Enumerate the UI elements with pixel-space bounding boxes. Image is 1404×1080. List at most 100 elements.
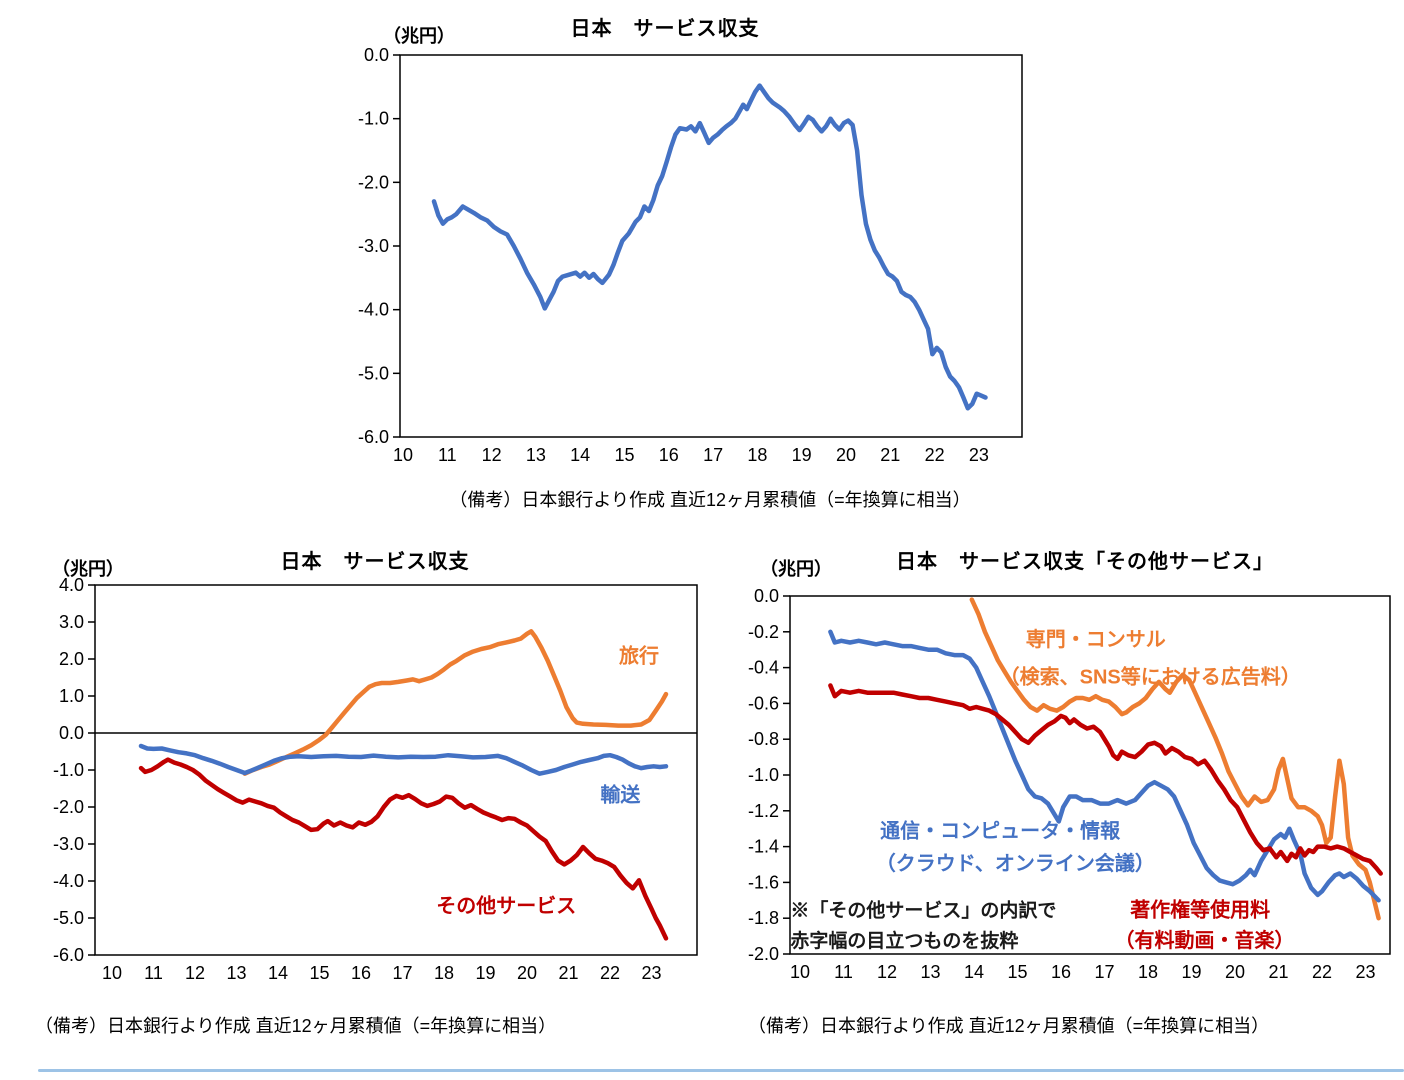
annotation-label: 著作権等使用料	[1130, 897, 1270, 921]
x-tick-label: 13	[226, 963, 246, 983]
series-line-専門・コンサル	[969, 597, 1381, 921]
x-tick-label: 22	[925, 445, 945, 465]
x-tick-label: 12	[482, 445, 502, 465]
y-tick-label: -4.0	[358, 300, 389, 320]
y-tick-label: 0.0	[364, 45, 389, 65]
y-tick-label: -6.0	[358, 427, 389, 447]
x-tick-label: 11	[834, 962, 853, 982]
x-tick-label: 17	[392, 963, 412, 983]
x-tick-label: 14	[268, 963, 288, 983]
y-tick-label: 0.0	[754, 586, 779, 606]
chart-right-footnote: （備考）日本銀行より作成 直近12ヶ月累積値（=年換算に相当）	[748, 1016, 1270, 1036]
y-tick-label: -4.0	[53, 871, 84, 891]
annotation-label: 旅行	[619, 644, 659, 668]
x-tick-label: 15	[1007, 962, 1027, 982]
y-tick-label: -1.6	[748, 872, 779, 892]
x-tick-label: 19	[475, 963, 495, 983]
x-tick-label: 10	[790, 962, 810, 982]
y-tick-label: -1.0	[53, 760, 84, 780]
chart-top-footnote: （備考）日本銀行より作成 直近12ヶ月累積値（=年換算に相当）	[449, 490, 971, 510]
x-tick-label: 18	[747, 445, 767, 465]
chart-left-unit-label: （兆円）	[52, 559, 124, 579]
x-tick-label: 16	[351, 963, 371, 983]
chart-right-unit-label: （兆円）	[760, 559, 832, 579]
x-tick-label: 19	[792, 445, 812, 465]
x-tick-label: 14	[964, 962, 984, 982]
chart-right-title: 日本 サービス収支「その他サービス」	[896, 551, 1274, 573]
y-tick-label: -1.0	[748, 765, 779, 785]
series-line-著作権等使用料	[828, 683, 1383, 876]
y-tick-label: 2.0	[59, 649, 84, 669]
x-tick-label: 21	[558, 963, 578, 983]
x-tick-label: 12	[877, 962, 897, 982]
x-tick-label: 22	[1312, 962, 1332, 982]
y-tick-label: -1.8	[748, 908, 779, 928]
chart-left: 4.0 3.0 2.0 1.0 0.0 -1.0 -2.0 -3.0 -4.0 -5.0 -6.0 1…	[53, 575, 698, 983]
y-tick-label: -2.0	[358, 172, 389, 192]
x-tick-label: 19	[1181, 962, 1201, 982]
y-tick-label: 1.0	[59, 686, 84, 706]
annotation-label: ※「その他サービス」の内訳で	[790, 898, 1056, 921]
chart-left-title: 日本 サービス収支	[280, 551, 470, 573]
x-tick-label: 15	[614, 445, 634, 465]
x-tick-label: 10	[102, 963, 122, 983]
chart-top: 0.0 -1.0 -2.0 -3.0 -4.0 -5.0 -6.010 11 12 13 14 15 1…	[358, 45, 1023, 465]
y-tick-label: -0.8	[748, 729, 779, 749]
y-tick-label: -3.0	[358, 236, 389, 256]
x-tick-label: 14	[570, 445, 590, 465]
x-tick-label: 17	[703, 445, 723, 465]
x-tick-label: 16	[659, 445, 679, 465]
x-tick-label: 20	[836, 445, 856, 465]
annotation-label: 輸送	[600, 782, 641, 806]
y-tick-label: -2.0	[53, 797, 84, 817]
y-tick-label: -2.0	[748, 944, 779, 964]
y-tick-label: 3.0	[59, 612, 84, 632]
y-tick-label: -1.2	[748, 801, 779, 821]
annotation-label: （有料動画・音楽）	[1115, 928, 1295, 952]
y-tick-label: -0.4	[748, 658, 779, 678]
x-tick-label: 17	[1094, 962, 1114, 982]
annotation-label: （クラウド、オンライン会議）	[876, 851, 1155, 875]
chart-top-title: 日本 サービス収支	[570, 18, 760, 40]
annotation-label: 通信・コンピュータ・情報	[880, 819, 1121, 843]
series-line-その他サービス	[138, 757, 669, 941]
x-tick-label: 15	[309, 963, 329, 983]
x-tick-label: 13	[526, 445, 546, 465]
x-tick-label: 20	[517, 963, 537, 983]
y-tick-label: -1.4	[748, 837, 779, 857]
x-tick-label: 10	[393, 445, 413, 465]
x-tick-label: 16	[1051, 962, 1071, 982]
y-tick-label: 4.0	[59, 575, 84, 595]
y-tick-label: -3.0	[53, 834, 84, 854]
y-tick-label: -0.6	[748, 693, 779, 713]
x-tick-label: 23	[969, 445, 989, 465]
series-line-通信・コンピュータ・情報	[828, 629, 1381, 903]
x-tick-label: 23	[641, 963, 661, 983]
y-tick-label: -6.0	[53, 945, 84, 965]
annotation-label: その他サービス	[436, 893, 576, 917]
bottom-divider	[38, 1069, 1404, 1072]
x-tick-label: 13	[920, 962, 940, 982]
plot-border	[94, 584, 698, 956]
y-tick-label: -0.2	[748, 622, 779, 642]
x-tick-label: 23	[1355, 962, 1375, 982]
annotation-label: 赤字幅の目立つものを抜粋	[790, 929, 1018, 952]
x-tick-label: 12	[185, 963, 205, 983]
x-tick-label: 21	[880, 445, 900, 465]
x-tick-label: 18	[1138, 962, 1158, 982]
x-tick-label: 18	[434, 963, 454, 983]
y-tick-label: -5.0	[358, 363, 389, 383]
annotation-label: 専門・コンサル	[1026, 627, 1166, 651]
x-tick-label: 22	[600, 963, 620, 983]
chart-right: 0.0 -0.2 -0.4 -0.6 -0.8 -1.0 -1.2 -1.4 -1.6 -1.8 -…	[748, 586, 1391, 982]
series-line-旅行	[242, 629, 669, 776]
x-tick-label: 11	[438, 445, 457, 465]
series-line-輸送	[138, 743, 669, 776]
chart-left-footnote: （備考）日本銀行より作成 直近12ヶ月累積値（=年換算に相当）	[35, 1016, 557, 1036]
y-tick-label: 0.0	[59, 723, 84, 743]
x-tick-label: 21	[1268, 962, 1288, 982]
chart-top-unit-label: （兆円）	[383, 26, 455, 46]
series-line-main	[431, 83, 988, 411]
